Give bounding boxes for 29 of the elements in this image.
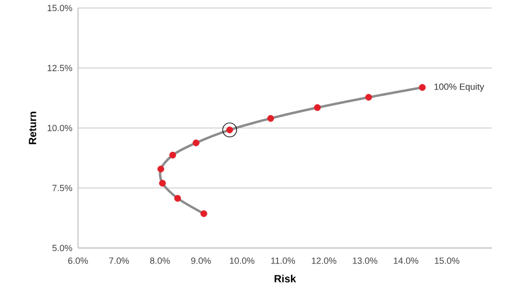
x-tick-label: 8.0% bbox=[150, 258, 170, 264]
point bbox=[267, 115, 274, 122]
point bbox=[365, 94, 372, 101]
x-tick-label: 10.0% bbox=[230, 258, 254, 264]
y-tick-label: 10.0% bbox=[48, 124, 72, 132]
y-tick-label: 15.0% bbox=[48, 4, 72, 12]
point bbox=[192, 139, 200, 146]
point bbox=[157, 166, 164, 172]
y-axis-title: Return bbox=[28, 112, 36, 144]
point bbox=[200, 210, 208, 218]
x-tick-label: 15.0% bbox=[434, 258, 460, 264]
point bbox=[169, 152, 176, 159]
x-tick-label: 12.0% bbox=[312, 258, 336, 264]
annotation: 100% Equity bbox=[434, 83, 484, 92]
y-tick-label: 5.0% bbox=[52, 244, 72, 252]
point bbox=[174, 194, 181, 202]
y-tick-label: 7.5% bbox=[52, 184, 72, 192]
x-tick-label: 11.0% bbox=[271, 258, 296, 264]
point bbox=[314, 104, 321, 111]
x-tick-label: 9.0% bbox=[191, 258, 211, 264]
x-axis-title: Risk bbox=[274, 274, 296, 282]
x-tick-label: 7.0% bbox=[109, 258, 129, 264]
point bbox=[159, 180, 166, 187]
point bbox=[418, 84, 426, 91]
y-tick-label: 12.5% bbox=[48, 64, 72, 72]
x-tick-label: 14.0% bbox=[394, 258, 418, 264]
x-tick-label: 13.0% bbox=[352, 258, 378, 264]
point bbox=[222, 122, 237, 138]
x-tick-label: 6.0% bbox=[68, 258, 88, 264]
